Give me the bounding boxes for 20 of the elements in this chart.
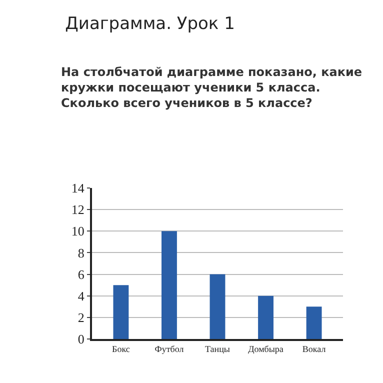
y-tick-label: 10 (71, 224, 84, 239)
x-tick-label: Футбол (154, 344, 184, 354)
x-tick-label: Домбыра (248, 344, 284, 354)
y-tick-label: 8 (78, 245, 84, 260)
y-tick-label: 12 (71, 202, 84, 218)
bar (113, 285, 129, 339)
chart-title: Диаграмма. Урок 1 (65, 14, 235, 34)
y-tick-label: 0 (78, 332, 84, 347)
bar (258, 296, 274, 339)
y-tick-label: 14 (71, 180, 85, 196)
bar (162, 231, 177, 339)
x-tick-label: Бокс (112, 344, 130, 354)
x-tick-label: Танцы (205, 344, 230, 354)
chart-subtitle: На столбчатой диаграмме показано, какие кружки посещают ученики 5 класса. Сколько всего учеников в 5 классе? (61, 65, 362, 110)
bar (306, 306, 322, 339)
bar (210, 274, 226, 339)
y-tick-label: 6 (78, 266, 85, 282)
x-tick-label: Вокал (302, 344, 326, 354)
y-tick-label: 4 (78, 288, 85, 304)
y-tick-label: 2 (78, 310, 84, 325)
